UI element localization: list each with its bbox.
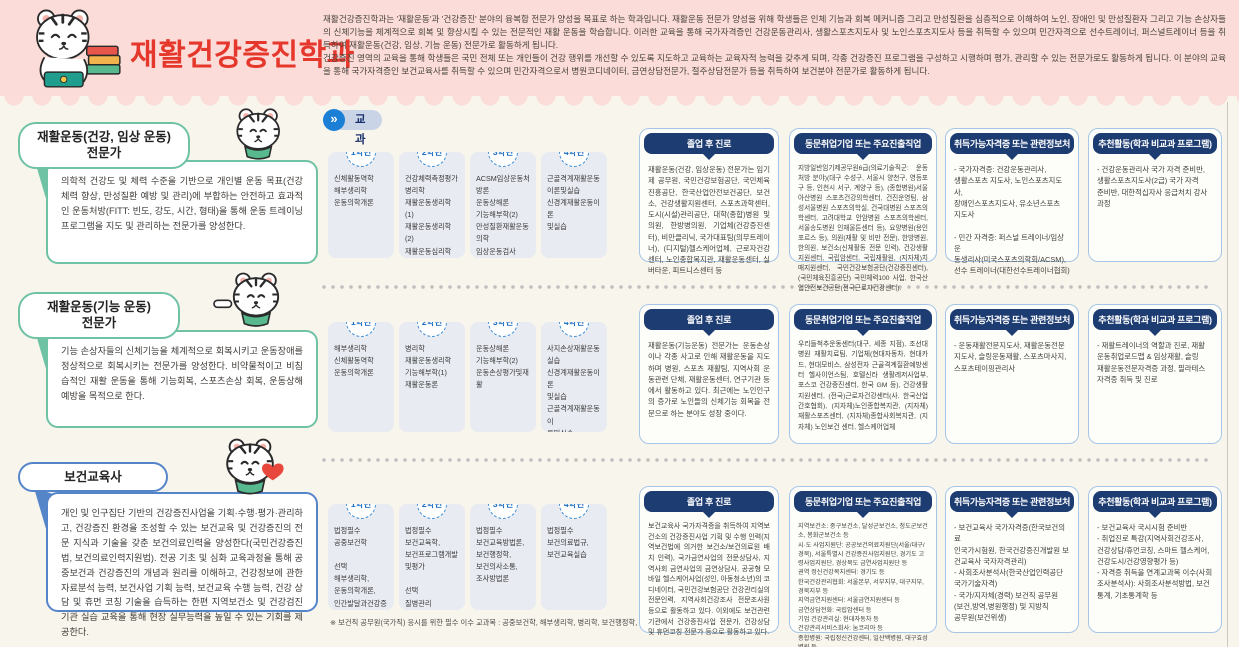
expert-title: 보건교육사 bbox=[18, 462, 168, 493]
certificates-box: 취득가능자격증 또는 관련정보처 - 국가자격증: 건강운동관리사, 생활스포츠… bbox=[945, 128, 1079, 275]
expert-description: 의학적 건강도 및 체력 수준을 기반으로 개인별 운동 목표(건강 체력 향상… bbox=[46, 160, 318, 264]
year-badge: 4학년 bbox=[559, 322, 589, 337]
certificates-box: 취득가능자격증 또는 관련정보처 - 보건교육사 국가자격증(한국보건의료 인국… bbox=[945, 486, 1079, 633]
course-list: 법정필수 보건의료법규, 보건교육실습 bbox=[547, 526, 589, 560]
alumni-employment-box: 동문취업기업 또는 주요진출직업 지방일반임기제공무원6급(의료기술직군: 운동… bbox=[789, 128, 937, 292]
career-box-body: 지방일반임기제공무원6급(의료기술직군: 운동처방 분야)(대구 수성구, 서울… bbox=[798, 165, 928, 293]
career-box-header: 졸업 후 진로 bbox=[644, 133, 774, 154]
page-fold-line bbox=[1227, 102, 1228, 647]
intro-paragraph-1: 재활건강증진학과는 '재활운동'과 '건강증진' 분야의 융복합 전문가 양성을… bbox=[323, 14, 1226, 51]
expert-description: 기능 손상자들의 신체기능을 체계적으로 회복시키고 운동장애를 정상적으로 회… bbox=[46, 330, 318, 428]
year-badge: 4학년 bbox=[559, 504, 589, 519]
curriculum-year-box: 2학년 건강체력측정평가 병리학 재활운동생리학(1) 재활운동생리학(2) 재… bbox=[399, 152, 465, 258]
curriculum-year-box: 4학년 근골격계재활운동 이론및실습 신경계재활운동이론 및실습 bbox=[541, 152, 607, 258]
curriculum-year-box: 1학년 법정필수 공중보건학 선택 해부생리학, 운동의학개론, 인간발달과건강… bbox=[328, 504, 394, 610]
career-box-header: 동문취업기업 또는 주요진출직업 bbox=[794, 491, 932, 512]
course-list: 신체활동역학 해부생리학 운동의학개론 bbox=[334, 174, 374, 208]
intro-text: 재활건강증진학과는 '재활운동'과 '건강증진' 분야의 융복합 전문가 양성을… bbox=[323, 13, 1226, 78]
career-box-body: - 보건교육사 국가자격증(한국보건의료 인국가시험원, 한국건강증진개발원 보… bbox=[954, 523, 1069, 622]
career-box-body: 보건교육사 국가자격증을 취득하여 지역보건소의 건강증진사업 기획 및 수행 … bbox=[648, 523, 770, 637]
curriculum-year-box: 4학년 사지손상재활운동실습 신경계재활운동이론 및실습 근골격계재활운동이 론… bbox=[541, 322, 607, 432]
career-path-box: 졸업 후 진로 재활운동(기능운동) 전문가는 운동손상이나 각종 사고로 인해… bbox=[639, 304, 779, 444]
scallop-border bbox=[0, 96, 1239, 106]
career-box-header: 취득가능자격증 또는 관련정보처 bbox=[950, 309, 1074, 330]
year-badge: 3학년 bbox=[488, 152, 518, 167]
year-badge: 1학년 bbox=[346, 322, 376, 337]
year-badge: 1학년 bbox=[346, 504, 376, 519]
career-box-header: 졸업 후 진로 bbox=[644, 309, 774, 330]
recommended-activities-box: 추천활동(학과 비교과 프로그램) - 건강운동관리사 국가 자격 준비반, 생… bbox=[1088, 128, 1222, 262]
year-badge: 2학년 bbox=[417, 322, 447, 337]
tiger-mascot-heart-icon bbox=[226, 438, 284, 495]
tiger-mascot-icon bbox=[236, 108, 280, 160]
course-list: 병리학 재활운동생리학 기능해부학(1) 재활운동론 bbox=[405, 344, 452, 390]
career-box-header: 추천활동(학과 비교과 프로그램) bbox=[1093, 491, 1217, 512]
tiger-mascot-icon bbox=[213, 272, 280, 327]
course-list: 해부생리학 신체활동역학 운동의학개론 bbox=[334, 344, 374, 378]
intro-paragraph-2: 건강증진 영역의 교육을 통해 학생들은 국민 전체 또는 개인들이 건강 행위… bbox=[323, 53, 1226, 77]
career-box-header: 추천활동(학과 비교과 프로그램) bbox=[1093, 309, 1217, 330]
year-badge: 4학년 bbox=[559, 152, 589, 167]
course-list: 사지손상재활운동실습 신경계재활운동이론 및실습 근골격계재활운동이 론및실습 … bbox=[547, 344, 600, 432]
career-box-header: 동문취업기업 또는 주요진출직업 bbox=[794, 133, 932, 154]
career-box-body: 우리들척추운동센터(대구, 세종 지점), 조선대병원 재활치료팀, 기업체(현… bbox=[798, 341, 928, 431]
course-list: 법정필수 보건교육방법론, 보건행정학, 보건의사소통, 조사방법론 bbox=[476, 526, 525, 584]
career-box-body: - 건강운동관리사 국가 자격 준비반, 생활스포츠지도사(2급) 국가 자격 … bbox=[1097, 165, 1208, 208]
curriculum-year-box: 2학년 법정필수 보건교육학, 보건프로그램개발및평가 선택 질병관리 bbox=[399, 504, 465, 610]
career-box-body: - 재활트레이너의 역할과 진로, 재활 운동취업로드맵 & 임상재활, 슬링 … bbox=[1097, 341, 1206, 384]
tiger-mascot-icon bbox=[36, 9, 121, 88]
department-title: 재활건강증진학과 bbox=[130, 39, 355, 72]
career-box-header: 취득가능자격증 또는 관련정보처 bbox=[950, 133, 1074, 154]
dotted-divider bbox=[322, 458, 1212, 462]
career-box-header: 추천활동(학과 비교과 프로그램) bbox=[1093, 133, 1217, 154]
expert-description: 개인 및 인구집단 기반의 건강증진사업을 기획·수행·평가·관리하고, 건강증… bbox=[46, 492, 318, 637]
career-path-box: 졸업 후 진로 재활운동(건강, 임상운동) 전문가는 임기제 공무원, 국민건… bbox=[639, 128, 779, 275]
career-box-header: 동문취업기업 또는 주요진출직업 bbox=[794, 309, 932, 330]
course-list: 건강체력측정평가 병리학 재활운동생리학(1) 재활운동생리학(2) 재활운동심… bbox=[405, 174, 458, 256]
career-box-body: 재활운동(기능운동) 전문가는 운동손상이나 각종 사고로 인해 재활운동을 지… bbox=[648, 341, 770, 418]
year-badge: 1학년 bbox=[346, 152, 376, 167]
alumni-employment-box: 동문취업기업 또는 주요진출직업 지역보건소: 중구보건소, 달성군보건소, 청… bbox=[789, 486, 937, 647]
dotted-divider bbox=[322, 285, 1212, 289]
career-box-body: - 보건교육사 국시시험 준비반 - 취업진로 특강(지역사회건강조사, 건강상… bbox=[1097, 523, 1213, 600]
career-box-body: 재활운동(건강, 임상운동) 전문가는 임기제 공무원, 국민건강보험공단, 국… bbox=[648, 165, 770, 276]
curriculum-year-box: 3학년 운동상해론 기능해부학(2) 운동손상평가및재활 bbox=[470, 322, 536, 432]
career-box-body: - 운동재활전문지도사, 재활운동전문 지도사, 슬링운동재활, 스포츠마사지,… bbox=[954, 341, 1067, 373]
career-box-body: - 국가자격증: 건강운동관리사, 생활스포츠 지도사, 노인스포츠지도사, 장… bbox=[954, 165, 1070, 276]
certificates-box: 취득가능자격증 또는 관련정보처 - 운동재활전문지도사, 재활운동전문 지도사… bbox=[945, 304, 1079, 444]
curriculum-year-box: 3학년 법정필수 보건교육방법론, 보건행정학, 보건의사소통, 조사방법론 bbox=[470, 504, 536, 610]
page-header: 재활건강증진학과 재활건강증진학과는 '재활운동'과 '건강증진' 분야의 융복… bbox=[0, 0, 1239, 96]
course-list: 법정필수 보건교육학, 보건프로그램개발및평가 선택 질병관리 bbox=[405, 526, 458, 608]
recommended-activities-box: 추천활동(학과 비교과 프로그램) - 재활트레이너의 역할과 진로, 재활 운… bbox=[1088, 304, 1222, 444]
alumni-employment-box: 동문취업기업 또는 주요진출직업 우리들척추운동센터(대구, 세종 지점), 조… bbox=[789, 304, 937, 444]
curriculum-year-box: 3학년 ACSM임상운동처방론 운동상해론 기능해부학(2) 만성질환재활운동의… bbox=[470, 152, 536, 258]
curriculum-year-box: 1학년 해부생리학 신체활동역학 운동의학개론 bbox=[328, 322, 394, 432]
course-list: 법정필수 공중보건학 선택 해부생리학, 운동의학개론, 인간발달과건강증진 bbox=[334, 526, 387, 608]
year-badge: 3학년 bbox=[488, 322, 518, 337]
career-box-header: 졸업 후 진로 bbox=[644, 491, 774, 512]
curriculum-year-box: 2학년 병리학 재활운동생리학 기능해부학(1) 재활운동론 bbox=[399, 322, 465, 432]
year-badge: 3학년 bbox=[488, 504, 518, 519]
course-list: 운동상해론 기능해부학(2) 운동손상평가및재활 bbox=[476, 344, 529, 390]
curriculum-year-box: 1학년 신체활동역학 해부생리학 운동의학개론 bbox=[328, 152, 394, 258]
year-badge: 2학년 bbox=[417, 504, 447, 519]
year-badge: 2학년 bbox=[417, 152, 447, 167]
course-list: 근골격계재활운동 이론및실습 신경계재활운동이론 및실습 bbox=[547, 174, 600, 232]
career-path-box: 졸업 후 진로 보건교육사 국가자격증을 취득하여 지역보건소의 건강증진사업 … bbox=[639, 486, 779, 636]
career-box-header: 취득가능자격증 또는 관련정보처 bbox=[950, 491, 1074, 512]
career-box-body: 지역보건소: 중구보건소, 달성군보건소, 청도군보건소, 봉화군보건소 등 시… bbox=[798, 523, 928, 647]
curriculum-footnote: ※ 보건직 공무원(국가직) 응시를 위한 필수 이수 교과목 : 공중보건학,… bbox=[330, 618, 680, 627]
recommended-activities-box: 추천활동(학과 비교과 프로그램) - 보건교육사 국시시험 준비반 - 취업진… bbox=[1088, 486, 1222, 633]
course-list: ACSM임상운동처방론 운동상해론 기능해부학(2) 만성질환재활운동의학 임상… bbox=[476, 174, 530, 256]
chevron-icon: » bbox=[323, 109, 345, 131]
expert-title: 재활운동(기능 운동) 전문가 bbox=[18, 292, 180, 339]
curriculum-year-box: 4학년 법정필수 보건의료법규, 보건교육실습 bbox=[541, 504, 607, 610]
expert-title: 재활운동(건강, 임상 운동) 전문가 bbox=[18, 122, 190, 169]
